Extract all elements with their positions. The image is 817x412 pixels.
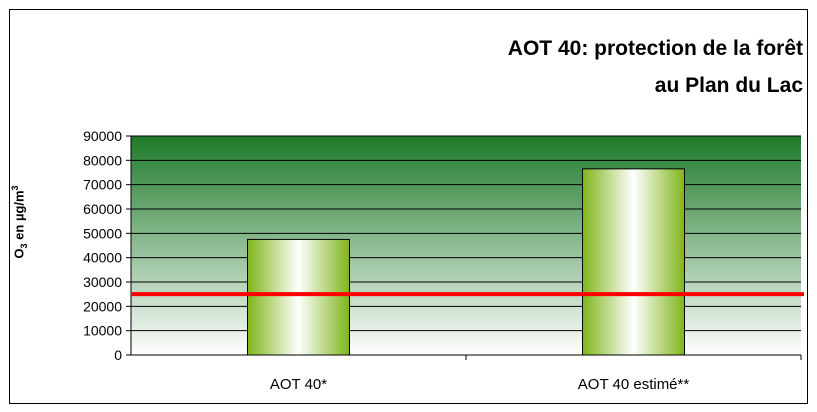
y-tick-label: 80000 [83,152,122,168]
y-tick-label: 40000 [83,250,122,266]
y-tick-label: 50000 [83,225,122,241]
chart-title-line-1: AOT 40: protection de la forêt [507,37,803,60]
bar [582,168,685,356]
chart-title-line-2: au Plan du Lac [654,74,803,97]
plot-area [131,136,801,355]
y-tick-label: 90000 [83,128,122,144]
x-tick-label: AOT 40* [270,376,327,393]
y-tick-label: 60000 [83,201,122,217]
y-tick-label: 20000 [83,298,122,314]
y-tick-label: 30000 [83,274,122,290]
bar [247,238,350,356]
y-tick-label: 70000 [83,177,122,193]
y-tick-label: 0 [114,347,122,363]
y-tick-label: 10000 [83,323,122,339]
x-tick-label: AOT 40 estimé** [578,376,690,393]
